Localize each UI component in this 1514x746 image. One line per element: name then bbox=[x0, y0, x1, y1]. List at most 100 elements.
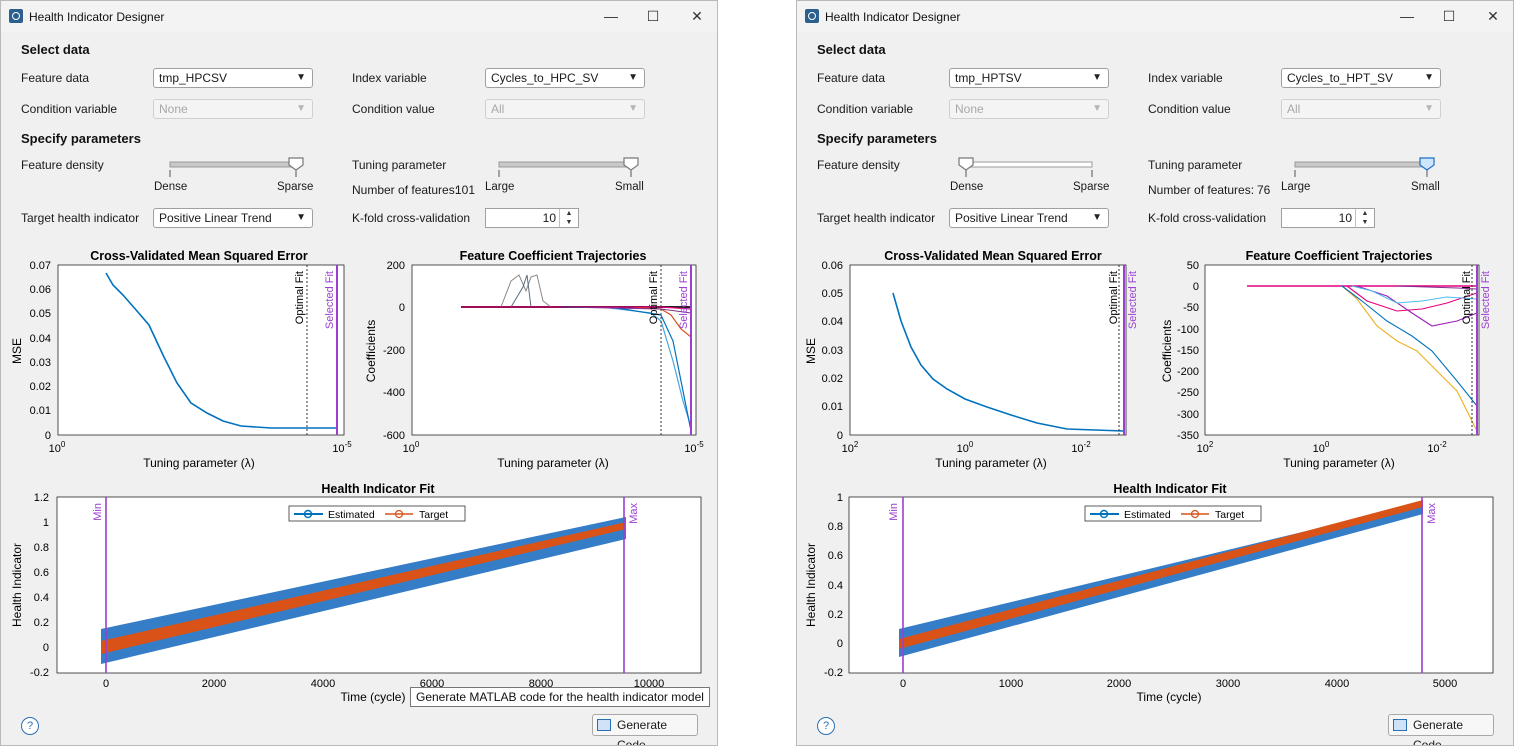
spinner-down-icon[interactable]: ▼ bbox=[565, 219, 573, 226]
target-health-indicator-dropdown[interactable]: Positive Linear Trend ▼ bbox=[949, 208, 1109, 228]
specify-parameters-heading: Specify parameters bbox=[817, 131, 937, 146]
optimal-fit-label: Optimal Fit bbox=[648, 271, 660, 324]
help-icon[interactable]: ? bbox=[21, 717, 39, 735]
spinner-up-icon[interactable]: ▲ bbox=[565, 210, 573, 217]
x-tick: 4000 bbox=[1325, 678, 1349, 690]
x-tick: 4000 bbox=[311, 678, 335, 690]
slider-thumb[interactable] bbox=[958, 157, 974, 171]
y-tick: 0 bbox=[43, 642, 49, 654]
y-tick: 0.03 bbox=[30, 357, 51, 369]
coefficient-chart: Feature Coefficient Trajectories 50 0 -5… bbox=[1160, 249, 1492, 470]
y-tick: 0.02 bbox=[822, 373, 843, 385]
chevron-down-icon: ▼ bbox=[1092, 212, 1102, 223]
x-tick-right: 10-2 bbox=[1071, 440, 1091, 455]
specify-parameters-heading: Specify parameters bbox=[21, 131, 141, 146]
y-axis-label: Health Indicator bbox=[10, 543, 24, 627]
feature-data-dropdown[interactable]: tmp_HPCSV ▼ bbox=[153, 68, 313, 88]
generate-code-button[interactable]: Generate Code bbox=[1388, 714, 1494, 745]
generate-code-button[interactable]: Generate Code bbox=[592, 714, 698, 745]
x-tick: 3000 bbox=[1216, 678, 1240, 690]
chart-title: Feature Coefficient Trajectories bbox=[1246, 249, 1433, 263]
spinner-down-icon[interactable]: ▼ bbox=[1361, 219, 1369, 226]
generate-code-tooltip: Generate MATLAB code for the health indi… bbox=[410, 687, 710, 707]
y-axis-label: Coefficients bbox=[364, 320, 378, 382]
estimated-marker-icon bbox=[303, 509, 313, 519]
spinner-up-icon[interactable]: ▲ bbox=[1361, 210, 1369, 217]
slider-thumb[interactable] bbox=[288, 157, 304, 171]
x-axis-label: Tuning parameter (λ) bbox=[497, 456, 609, 470]
tuning-parameter-slider[interactable] bbox=[481, 155, 651, 195]
maximize-icon[interactable]: ☐ bbox=[1442, 8, 1456, 24]
app-icon bbox=[9, 9, 23, 23]
slider-thumb[interactable] bbox=[1419, 157, 1435, 171]
minimize-icon[interactable]: — bbox=[604, 8, 618, 24]
tuning-left-label: Large bbox=[1281, 181, 1311, 193]
slider-track[interactable] bbox=[169, 157, 304, 177]
slider-rail[interactable] bbox=[965, 161, 1093, 168]
x-axis-label: Tuning parameter (λ) bbox=[143, 456, 255, 470]
y-tick: 0.8 bbox=[828, 521, 843, 533]
chevron-down-icon: ▼ bbox=[628, 72, 638, 83]
optimal-fit-label: Optimal Fit bbox=[294, 271, 306, 324]
chevron-down-icon: ▼ bbox=[296, 212, 306, 223]
close-icon[interactable]: ✕ bbox=[1487, 8, 1499, 24]
slider-fill bbox=[1294, 161, 1428, 168]
tuning-parameter-slider[interactable] bbox=[1277, 155, 1447, 195]
title-bar: Health Indicator Designer — ☐ ✕ bbox=[1, 1, 717, 32]
kfold-spinner[interactable]: 10 ▲ ▼ bbox=[1281, 208, 1375, 228]
index-variable-dropdown[interactable]: Cycles_to_HPT_SV ▼ bbox=[1281, 68, 1441, 88]
target-health-indicator-label: Target health indicator bbox=[21, 211, 140, 225]
kfold-spinner[interactable]: 10 ▲ ▼ bbox=[485, 208, 579, 228]
max-label: Max bbox=[1426, 503, 1438, 524]
y-ticks: 1 0.8 0.6 0.4 0.2 0 -0.2 bbox=[824, 492, 843, 679]
y-tick: -350 bbox=[1177, 430, 1199, 442]
y-tick: 0 bbox=[1193, 281, 1199, 293]
target-health-indicator-dropdown[interactable]: Positive Linear Trend ▼ bbox=[153, 208, 313, 228]
chevron-down-icon: ▼ bbox=[628, 103, 638, 114]
close-icon[interactable]: ✕ bbox=[691, 8, 703, 24]
x-tick: 0 bbox=[103, 678, 109, 690]
x-tick: 5000 bbox=[1433, 678, 1457, 690]
slider-thumb[interactable] bbox=[623, 157, 639, 171]
feature-density-slider[interactable] bbox=[947, 155, 1117, 195]
target-line bbox=[899, 500, 1423, 649]
kfold-value[interactable]: 10 bbox=[542, 211, 556, 225]
condition-value-value: All bbox=[1287, 102, 1301, 116]
feature-data-dropdown[interactable]: tmp_HPTSV ▼ bbox=[949, 68, 1109, 88]
chart-title: Cross-Validated Mean Squared Error bbox=[884, 249, 1102, 263]
feature-density-slider[interactable] bbox=[151, 155, 321, 195]
number-of-features-value: 101 bbox=[455, 183, 476, 197]
slider-track[interactable] bbox=[498, 157, 639, 177]
y-tick: 0.6 bbox=[34, 567, 49, 579]
plot-area bbox=[1204, 264, 1480, 436]
selected-fit-label: Selected Fit bbox=[1127, 271, 1139, 329]
kfold-value[interactable]: 10 bbox=[1338, 211, 1352, 225]
y-tick: 0.06 bbox=[30, 284, 51, 296]
minimize-icon[interactable]: — bbox=[1400, 8, 1414, 24]
health-indicator-designer-window-1: Health Indicator Designer — ☐ ✕ Select d… bbox=[0, 0, 718, 746]
x-axis-label: Time (cycle) bbox=[1137, 690, 1202, 704]
legend-estimated: Estimated bbox=[1124, 509, 1171, 521]
mse-chart: Cross-Validated Mean Squared Error 0.06 … bbox=[804, 249, 1139, 470]
y-tick: 0.04 bbox=[822, 316, 843, 328]
y-ticks: 1.2 1 0.8 0.6 0.4 0.2 0 -0.2 bbox=[30, 492, 49, 679]
chevron-down-icon: ▼ bbox=[296, 72, 306, 83]
slider-track[interactable] bbox=[1294, 157, 1435, 177]
y-tick: 0.4 bbox=[34, 592, 49, 604]
number-of-features-label: Number of features: bbox=[352, 183, 459, 197]
chevron-down-icon: ▼ bbox=[1092, 103, 1102, 114]
slider-track[interactable] bbox=[958, 157, 1093, 177]
slider-fill bbox=[169, 161, 297, 168]
index-variable-dropdown[interactable]: Cycles_to_HPC_SV ▼ bbox=[485, 68, 645, 88]
help-icon[interactable]: ? bbox=[817, 717, 835, 735]
health-indicator-designer-window-2: Health Indicator Designer — ☐ ✕ Select d… bbox=[796, 0, 1514, 746]
y-tick: 0.8 bbox=[34, 542, 49, 554]
maximize-icon[interactable]: ☐ bbox=[646, 8, 660, 24]
feature-data-label: Feature data bbox=[817, 71, 886, 85]
chart-title: Feature Coefficient Trajectories bbox=[460, 249, 647, 263]
y-tick: 0.01 bbox=[30, 405, 51, 417]
feature-density-label: Feature density bbox=[21, 158, 104, 172]
select-data-heading: Select data bbox=[21, 42, 90, 57]
y-tick: 200 bbox=[387, 260, 405, 272]
chevron-down-icon: ▼ bbox=[1092, 72, 1102, 83]
